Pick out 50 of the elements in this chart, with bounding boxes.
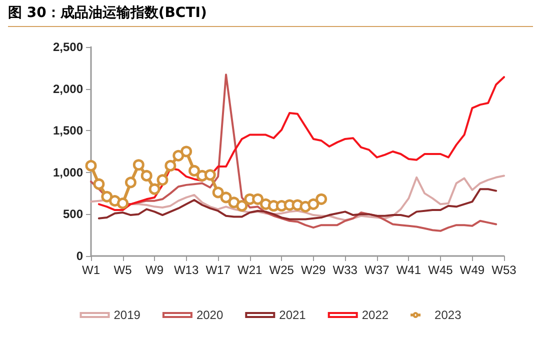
y-tick-label: 0 xyxy=(76,249,84,263)
point xyxy=(93,178,105,190)
point xyxy=(180,146,192,158)
legend-label: 2019 xyxy=(114,308,141,322)
x-tick-label: W49 xyxy=(460,263,485,277)
x-tick-label: W21 xyxy=(238,263,262,277)
y-tick-label: 500 xyxy=(62,207,84,222)
point xyxy=(172,150,184,162)
x-tick-label: W53 xyxy=(492,263,517,277)
x-tick-label: W41 xyxy=(396,263,422,277)
x-tick-label: W37 xyxy=(364,263,390,277)
line-series xyxy=(90,74,498,232)
point xyxy=(252,193,264,205)
point xyxy=(188,164,200,176)
point xyxy=(117,198,129,210)
x-tick-label: W29 xyxy=(301,263,326,277)
x-tick-label: W45 xyxy=(428,263,454,277)
point xyxy=(148,183,160,195)
point xyxy=(204,169,216,181)
point xyxy=(85,160,97,172)
legend-label: 2020 xyxy=(196,308,224,322)
x-tick-label: W25 xyxy=(269,263,294,277)
point xyxy=(220,192,232,204)
x-tick-label: W13 xyxy=(174,263,199,277)
line-series xyxy=(90,174,505,222)
point xyxy=(316,193,328,205)
point xyxy=(236,200,248,212)
legend-label: 2021 xyxy=(279,308,306,322)
y-tick-label: 2,000 xyxy=(52,82,84,96)
point xyxy=(308,198,320,210)
point xyxy=(164,160,176,172)
legend-label: 2022 xyxy=(362,308,389,322)
y-tick-label: 1,000 xyxy=(52,165,84,180)
point xyxy=(212,186,224,198)
point xyxy=(101,190,113,202)
point xyxy=(156,174,168,186)
x-tick-label: W17 xyxy=(206,263,231,277)
line-series xyxy=(98,76,505,212)
point xyxy=(132,159,144,171)
point xyxy=(140,170,152,182)
legend-label: 2023 xyxy=(434,308,462,322)
x-tick-label: W9 xyxy=(146,263,164,277)
x-tick-label: W33 xyxy=(332,263,358,277)
line-series xyxy=(98,188,498,220)
point xyxy=(124,176,136,188)
x-tick-label: W5 xyxy=(114,263,132,277)
x-tick-label: W1 xyxy=(82,263,100,277)
y-tick-label: 2,500 xyxy=(52,40,84,54)
y-tick-label: 1,500 xyxy=(52,124,84,138)
chart-title: 图 30：成品油运输指数(BCTI) xyxy=(8,4,207,22)
